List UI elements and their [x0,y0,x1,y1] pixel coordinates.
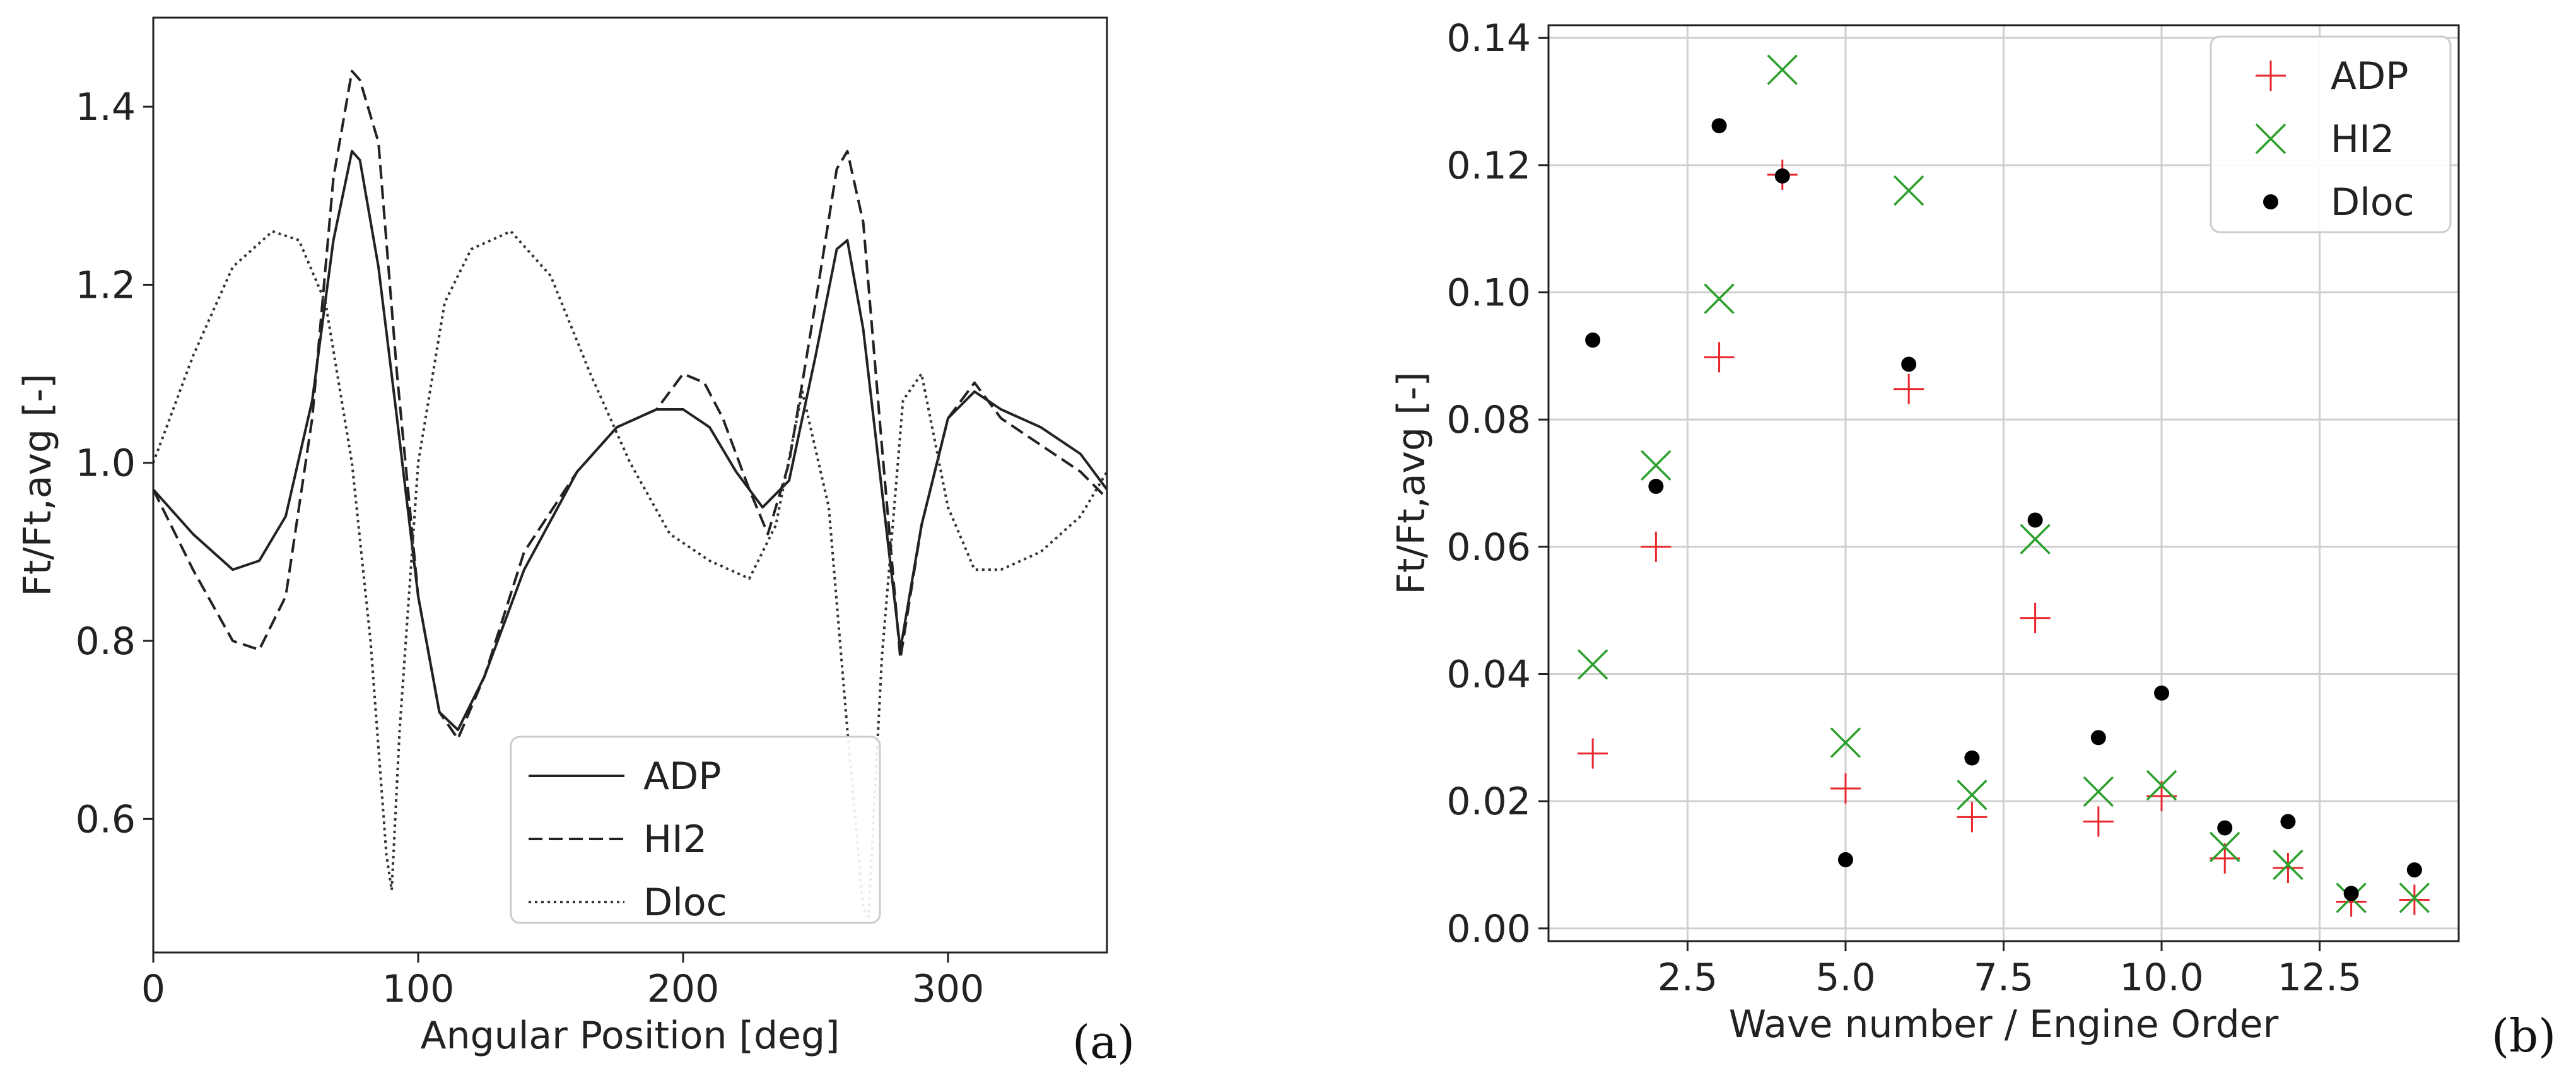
marker-hi2 [1577,649,1608,680]
legend-swatch-dloc [2263,194,2278,209]
marker-dloc [2406,862,2422,878]
legend-label-adp: ADP [643,754,721,799]
marker-hi2 [2273,849,2304,881]
marker-hi2 [1704,283,1735,314]
axes-frame [152,16,1108,954]
marker-adp [2273,853,2304,884]
marker-adp [2399,884,2430,915]
marker-dloc [1837,852,1853,867]
marker-adp [1641,531,1671,562]
y-tick-label: 1.2 [76,263,136,307]
legend: ADP HI2 Dloc [510,735,881,925]
series-line-adp [152,149,1108,732]
marker-dloc [1964,750,1980,766]
y-tick-label: 0.08 [1446,398,1531,442]
x-tick-label: 10.0 [2119,956,2204,1000]
panel-b-label: (b) [2491,1009,2556,1062]
y-tick-label: 0.12 [1446,144,1531,188]
marker-hi2 [2020,524,2051,554]
y-tick-label: 0.6 [76,797,136,841]
legend-label-hi2: HI2 [2331,117,2394,161]
marker-hi2 [2146,770,2177,801]
marker-adp [1894,373,1924,404]
panel-a-label: (a) [1072,1016,1135,1069]
axes-frame [1547,24,2460,942]
marker-adp [1957,802,1988,833]
x-tick-label: 12.5 [2278,956,2362,1000]
x-tick-label: 5.0 [1815,956,1875,1000]
marker-dloc [2217,820,2233,836]
chart-a: 0 100 200 300 0.6 0.8 1.0 1.2 1.4 Angular Positio… [16,16,1108,1058]
x-tick-label: 0 [141,967,165,1011]
y-tick-label: 0.02 [1446,780,1531,824]
y-tick-label: 0.10 [1446,271,1531,315]
marker-adp [2020,602,2051,633]
x-tick-label: 100 [382,967,455,1011]
marker-dloc [1648,479,1664,495]
marker-dloc [1774,168,1790,184]
legend-label-hi2: HI2 [643,818,707,862]
y-tick-label: 0.04 [1446,653,1531,697]
y-tick-label: 0.00 [1446,907,1531,951]
x-axis-label: Angular Position [deg] [421,1014,840,1058]
series-line-hi2 [152,69,1108,741]
marker-dloc [2280,814,2296,829]
marker-dloc [2154,685,2170,701]
marker-adp [1830,773,1861,804]
marker-adp [1578,738,1608,769]
legend-label-adp: ADP [2331,54,2408,98]
legend-swatch-adp [2256,61,2286,91]
y-tick-label: 1.0 [76,442,136,486]
x-axis-label: Wave number / Engine Order [1729,1002,2279,1046]
marker-hi2 [2209,831,2240,863]
y-axis-label: Ft/Ft,avg [-] [1390,372,1434,594]
x-tick-label: 200 [647,967,720,1011]
marker-hi2 [1830,727,1861,758]
x-tick-label: 300 [912,967,985,1011]
marker-dloc [1711,118,1727,134]
legend-box [510,735,881,924]
marker-adp [1704,342,1735,373]
x-tick-label: 7.5 [1974,956,2034,1000]
marker-hi2 [1767,54,1798,85]
x-tick-label: 2.5 [1658,956,1718,1000]
legend-label-dloc: Dloc [643,881,727,925]
legend-swatch-hi2 [2255,123,2286,155]
y-tick-label: 0.06 [1446,525,1531,570]
marker-dloc [2343,886,2359,901]
marker-adp [2083,806,2114,837]
marker-hi2 [2083,776,2114,807]
marker-hi2 [1957,779,1988,811]
marker-dloc [1585,332,1601,348]
marker-hi2 [1893,175,1924,206]
marker-dloc [1901,356,1917,372]
y-axis-label: Ft/Ft,avg [-] [16,373,60,596]
marker-dloc [2090,730,2106,746]
legend: ADP HI2 Dloc [2210,35,2452,233]
marker-dloc [2027,512,2043,528]
series-line-dloc [152,230,1108,918]
chart-b: 2.5 5.0 7.5 10.0 12.5 0.00 0.02 0.04 0.06 0.08 0.1… [1390,16,2460,1046]
y-tick-label: 1.4 [76,85,136,129]
y-tick-label: 0.8 [76,619,136,664]
legend-label-dloc: Dloc [2331,180,2415,225]
y-tick-label: 0.14 [1446,16,1531,61]
marker-hi2 [2399,882,2430,913]
marker-hi2 [1641,450,1671,481]
